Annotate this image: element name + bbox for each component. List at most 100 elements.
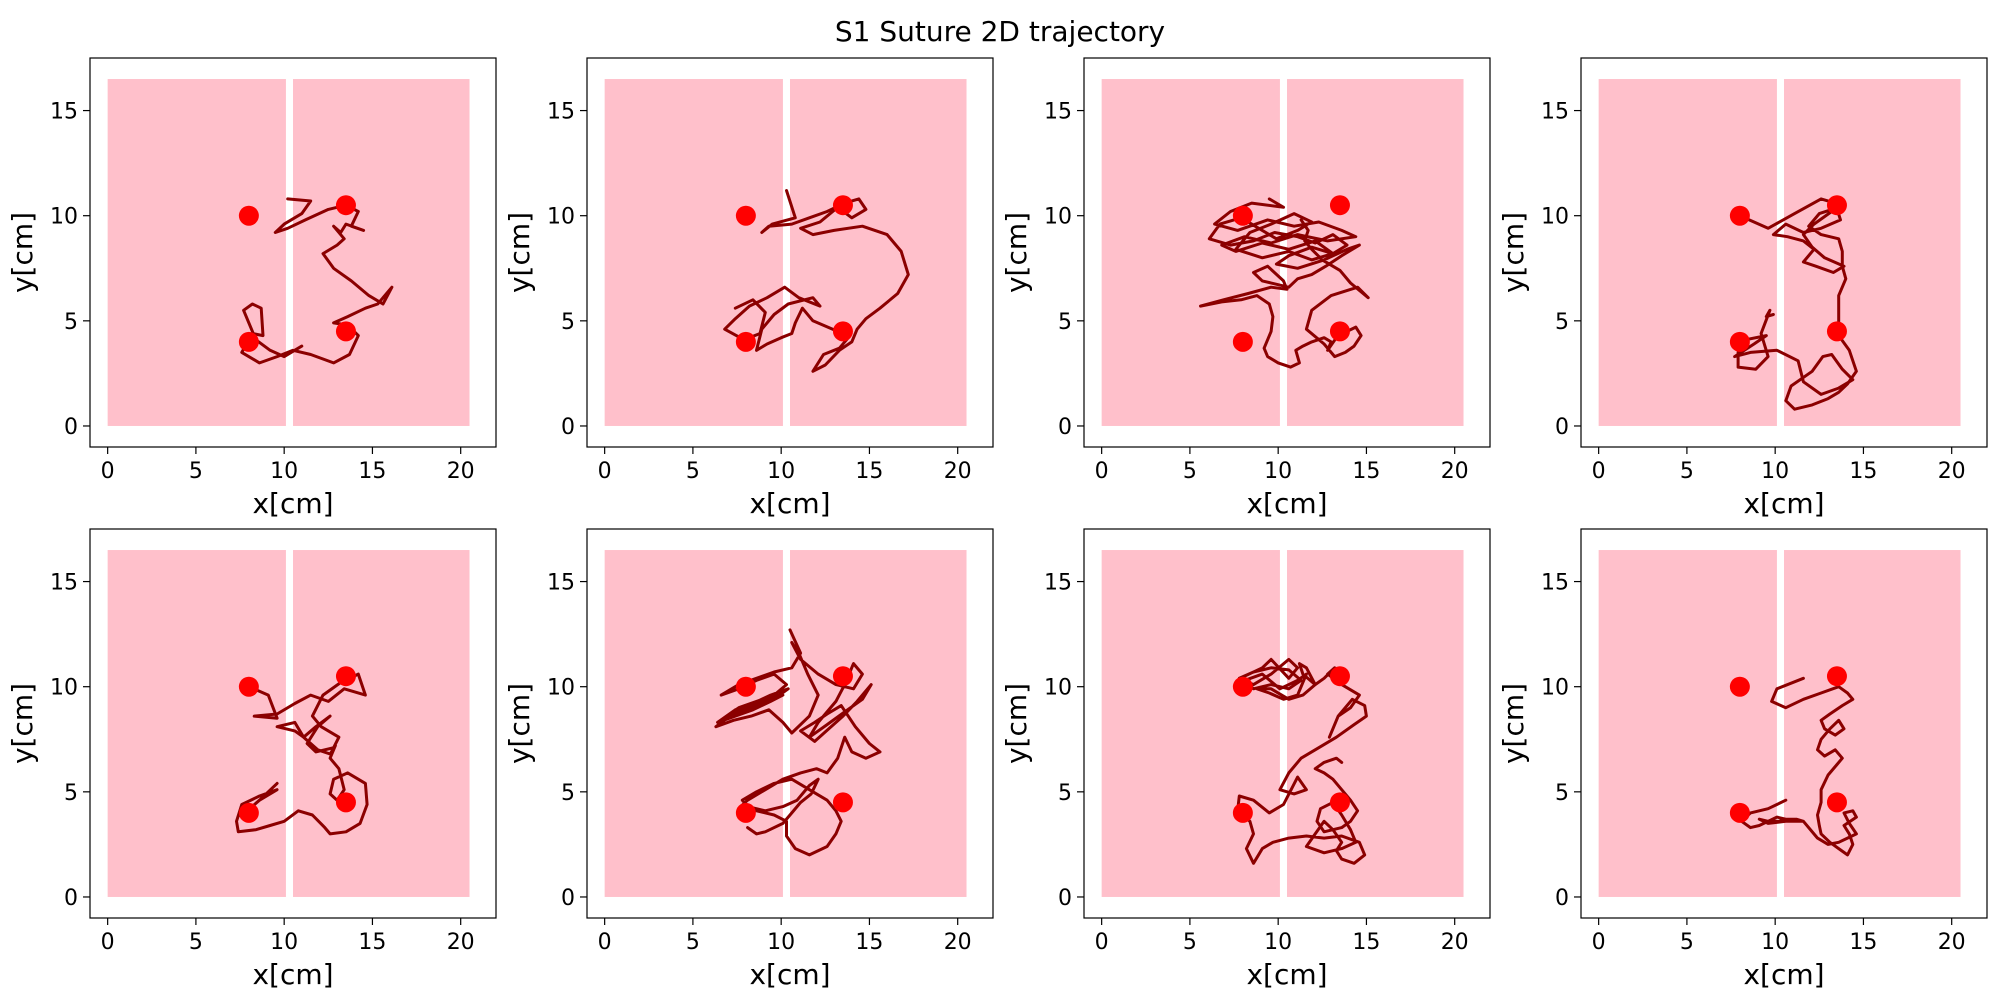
- y-tick-label: 5: [561, 310, 575, 335]
- x-tick-label: 5: [686, 930, 700, 955]
- axes-frame: [586, 57, 994, 448]
- x-tick-label: 5: [189, 459, 203, 484]
- x-axis-label: x[cm]: [252, 487, 333, 520]
- x-tick-label: 5: [189, 930, 203, 955]
- suture-point-marker: [335, 666, 356, 687]
- suture-point-marker: [1329, 792, 1350, 813]
- y-tick-label: 15: [50, 571, 78, 596]
- y-tick-label: 5: [1555, 781, 1569, 806]
- y-axis-label: y[cm]: [1497, 683, 1530, 764]
- pad-right-half: [1784, 550, 1961, 897]
- suture-point-marker: [1232, 331, 1253, 352]
- suture-point-marker: [1329, 321, 1350, 342]
- x-tick-label: 15: [1849, 930, 1877, 955]
- y-tick-label: 15: [547, 100, 575, 125]
- trajectory-line: [240, 197, 394, 365]
- subplot-4: 0 5 10 15 20 0 5 10 15 x[cm] y[cm]: [1497, 57, 1988, 520]
- y-tick-label: 0: [64, 886, 78, 911]
- y-axis-label: y[cm]: [6, 212, 39, 293]
- x-axis-label: x[cm]: [1246, 487, 1327, 520]
- y-tick-label: 10: [50, 205, 78, 230]
- suture-point-marker: [735, 331, 756, 352]
- suture-point-marker: [1826, 666, 1847, 687]
- x-axis-label: x[cm]: [749, 958, 830, 991]
- axes-frame: [1083, 528, 1491, 919]
- y-axis-label: y[cm]: [1000, 683, 1033, 764]
- suture-point-marker: [1729, 676, 1750, 697]
- x-tick-label: 20: [944, 459, 972, 484]
- y-tick-label: 15: [1044, 100, 1072, 125]
- x-tick-label: 5: [1183, 930, 1197, 955]
- x-tick-label: 10: [270, 930, 298, 955]
- y-tick-label: 5: [64, 781, 78, 806]
- pad-left-half: [1598, 79, 1777, 426]
- suture-point-marker: [1729, 802, 1750, 823]
- suture-point-marker: [238, 802, 259, 823]
- x-tick-label: 0: [101, 459, 115, 484]
- pad-left-half: [107, 550, 286, 897]
- suture-point-marker: [832, 321, 853, 342]
- y-tick-label: 0: [1555, 415, 1569, 440]
- y-tick-label: 5: [561, 781, 575, 806]
- suture-point-marker: [1826, 792, 1847, 813]
- subplot-1: 0 5 10 15 20 0 5 10 15 x[cm] y[cm]: [6, 57, 497, 520]
- axes-frame: [586, 528, 994, 919]
- trajectory-line: [1236, 657, 1368, 865]
- y-tick-label: 5: [1058, 781, 1072, 806]
- suture-point-marker: [832, 792, 853, 813]
- x-axis-label: x[cm]: [1246, 958, 1327, 991]
- suture-point-marker: [1729, 331, 1750, 352]
- y-axis-label: y[cm]: [503, 683, 536, 764]
- y-axis-label: y[cm]: [1000, 212, 1033, 293]
- x-tick-label: 15: [1352, 930, 1380, 955]
- trajectory-line: [235, 672, 369, 836]
- y-tick-label: 0: [64, 415, 78, 440]
- x-tick-label: 20: [944, 930, 972, 955]
- y-tick-label: 5: [1555, 310, 1569, 335]
- x-tick-label: 0: [598, 459, 612, 484]
- y-tick-label: 10: [1541, 205, 1569, 230]
- y-tick-label: 10: [547, 205, 575, 230]
- y-tick-label: 15: [1541, 571, 1569, 596]
- y-tick-label: 10: [1044, 676, 1072, 701]
- x-tick-label: 15: [855, 930, 883, 955]
- x-tick-label: 15: [358, 930, 386, 955]
- trajectory-line: [723, 189, 910, 373]
- y-tick-label: 0: [1555, 886, 1569, 911]
- subplot-grid: 0 5 10 15 20 0 5 10 15 x[cm] y[cm] 0 5 10 15 20 0 5 10 15 x[…: [6, 57, 1988, 991]
- y-tick-label: 15: [1541, 100, 1569, 125]
- y-tick-label: 10: [547, 676, 575, 701]
- y-tick-label: 10: [50, 676, 78, 701]
- pad-right-half: [790, 550, 967, 897]
- suture-point-marker: [1329, 195, 1350, 216]
- x-tick-label: 15: [855, 459, 883, 484]
- y-axis-label: y[cm]: [6, 683, 39, 764]
- suture-point-marker: [238, 676, 259, 697]
- x-axis-label: x[cm]: [1743, 487, 1824, 520]
- x-tick-label: 0: [1592, 930, 1606, 955]
- y-axis-label: y[cm]: [503, 212, 536, 293]
- subplot-6: 0 5 10 15 20 0 5 10 15 x[cm] y[cm]: [503, 528, 994, 991]
- y-tick-label: 5: [1058, 310, 1072, 335]
- axes-frame: [1580, 57, 1988, 448]
- y-tick-label: 15: [547, 571, 575, 596]
- suture-point-marker: [832, 666, 853, 687]
- y-axis-label: y[cm]: [1497, 212, 1530, 293]
- y-tick-label: 0: [561, 886, 575, 911]
- suture-point-marker: [735, 802, 756, 823]
- suture-point-marker: [1232, 802, 1253, 823]
- pad-left-half: [604, 79, 783, 426]
- pad-left-half: [107, 79, 286, 426]
- y-tick-label: 10: [1541, 676, 1569, 701]
- subplot-5: 0 5 10 15 20 0 5 10 15 x[cm] y[cm]: [6, 528, 497, 991]
- x-tick-label: 5: [1680, 459, 1694, 484]
- x-tick-label: 0: [1095, 459, 1109, 484]
- subplot-7: 0 5 10 15 20 0 5 10 15 x[cm] y[cm]: [1000, 528, 1491, 991]
- figure-title: S1 Suture 2D trajectory: [835, 15, 1165, 48]
- x-tick-label: 20: [447, 930, 475, 955]
- x-tick-label: 10: [1761, 459, 1789, 484]
- subplot-3: 0 5 10 15 20 0 5 10 15 x[cm] y[cm]: [1000, 57, 1491, 520]
- pad-right-half: [790, 79, 967, 426]
- axes-frame: [1580, 528, 1988, 919]
- x-tick-label: 10: [767, 930, 795, 955]
